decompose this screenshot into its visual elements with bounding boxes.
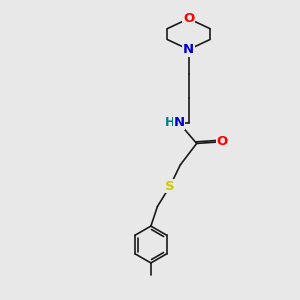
Text: O: O: [216, 136, 228, 148]
Text: H: H: [165, 116, 175, 129]
Text: O: O: [183, 12, 194, 25]
Text: N: N: [183, 43, 194, 56]
Text: N: N: [173, 116, 184, 129]
Text: S: S: [165, 180, 175, 193]
